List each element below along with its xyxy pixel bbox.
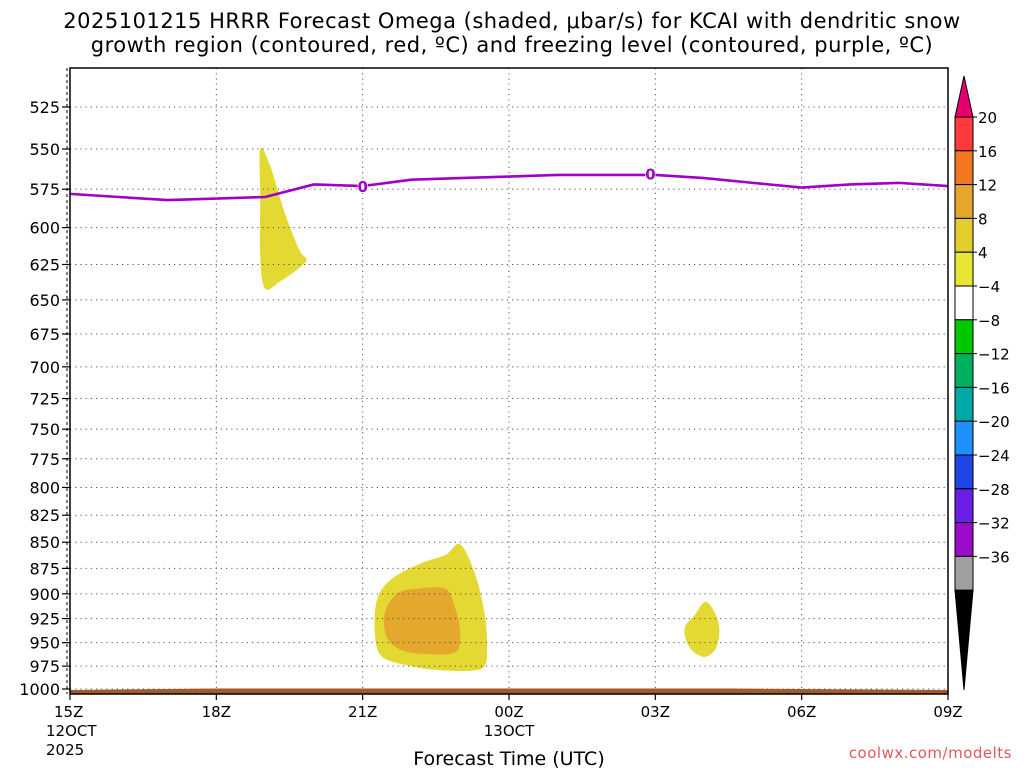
colorbar-label: −4 [978,278,1000,296]
colorbar-label: −28 [978,481,1010,499]
x-tick-label: 15Z [54,703,83,721]
x-tick-date: 12OCT [46,722,97,740]
colorbar-label: 20 [978,109,997,127]
colorbar-box-4 [954,217,974,253]
y-tick-label: 800 [29,478,60,497]
colorbar-bottom-triangle [954,589,974,691]
x-axis-title: Forecast Time (UTC) [413,748,604,768]
y-tick-label: 750 [29,420,60,439]
colorbar-box-3 [954,184,974,219]
colorbar-box-9 [954,386,974,422]
y-tick-label: 650 [29,291,60,310]
colorbar-label: −12 [978,346,1010,364]
y-tick-label: 925 [29,610,60,629]
y-tick-label: 1000 [19,680,60,699]
freezing-label-bg-0 [357,179,368,194]
y-tick-label: 700 [29,358,60,377]
x-tick-year: 2025 [46,741,84,759]
y-tick-label: 875 [29,559,60,578]
colorbar-box-14 [954,555,974,591]
y-tick-label: 550 [29,140,60,159]
colorbar-box-10 [954,420,974,456]
x-tick-label: 09Z [933,703,962,721]
colorbar-label: 4 [978,244,988,262]
colorbar-label: −24 [978,447,1010,465]
chart-title-line-2: growth region (contoured, red, ºC) and f… [90,33,934,57]
colorbar-label: 12 [978,177,997,195]
y-tick-label: 850 [29,533,60,552]
y-tick-label: 575 [29,180,60,199]
terrain-band [70,688,948,694]
omega-8-12-lower [383,587,461,655]
colorbar-box-6 [954,285,974,321]
x-tick-label: 00Z [494,703,523,721]
y-tick-label: 950 [29,634,60,653]
omega-4-8-upper [259,147,307,290]
y-tick-label: 525 [29,98,60,117]
y-tick-label: 675 [29,325,60,344]
y-tick-label: 725 [29,390,60,409]
colorbar-label: −32 [978,515,1010,533]
x-tick-label: 06Z [787,703,816,721]
colorbar-label: 8 [978,210,988,228]
freezing-level-label: 0 [357,178,367,196]
y-tick-label: 600 [29,219,60,238]
colorbar-label: −16 [978,379,1010,397]
colorbar-box-5 [954,251,974,287]
y-tick-label: 775 [29,450,60,469]
colorbar-box-7 [954,319,974,355]
x-tick-date: 13OCT [484,722,535,740]
freezing-label-bg-1 [645,166,656,181]
colorbar-box-2 [954,150,974,186]
colorbar-box-1 [954,116,974,152]
colorbar-label: −36 [978,548,1010,566]
y-tick-label: 625 [29,255,60,274]
freezing-level-line [69,173,949,202]
colorbar-box-8 [954,353,974,388]
colorbar-label: −20 [978,413,1010,431]
colorbar-label: 16 [978,143,997,161]
x-tick-label: 03Z [641,703,670,721]
chart-title-line-1: 2025101215 HRRR Forecast Omega (shaded, … [63,9,961,33]
colorbar-box-13 [954,522,974,557]
y-tick-label: 825 [29,506,60,525]
colorbar-box-11 [954,454,974,490]
colorbar-box-12 [954,488,974,524]
freezing-level-label: 0 [645,165,655,183]
y-tick-label: 975 [29,657,60,676]
x-tick-label: 21Z [348,703,377,721]
watermark: coolwx.com/modelts [848,744,1012,762]
colorbar-label: −8 [978,312,1000,330]
x-tick-label: 18Z [202,703,231,721]
colorbar-top-triangle [954,75,974,118]
y-tick-label: 900 [29,585,60,604]
